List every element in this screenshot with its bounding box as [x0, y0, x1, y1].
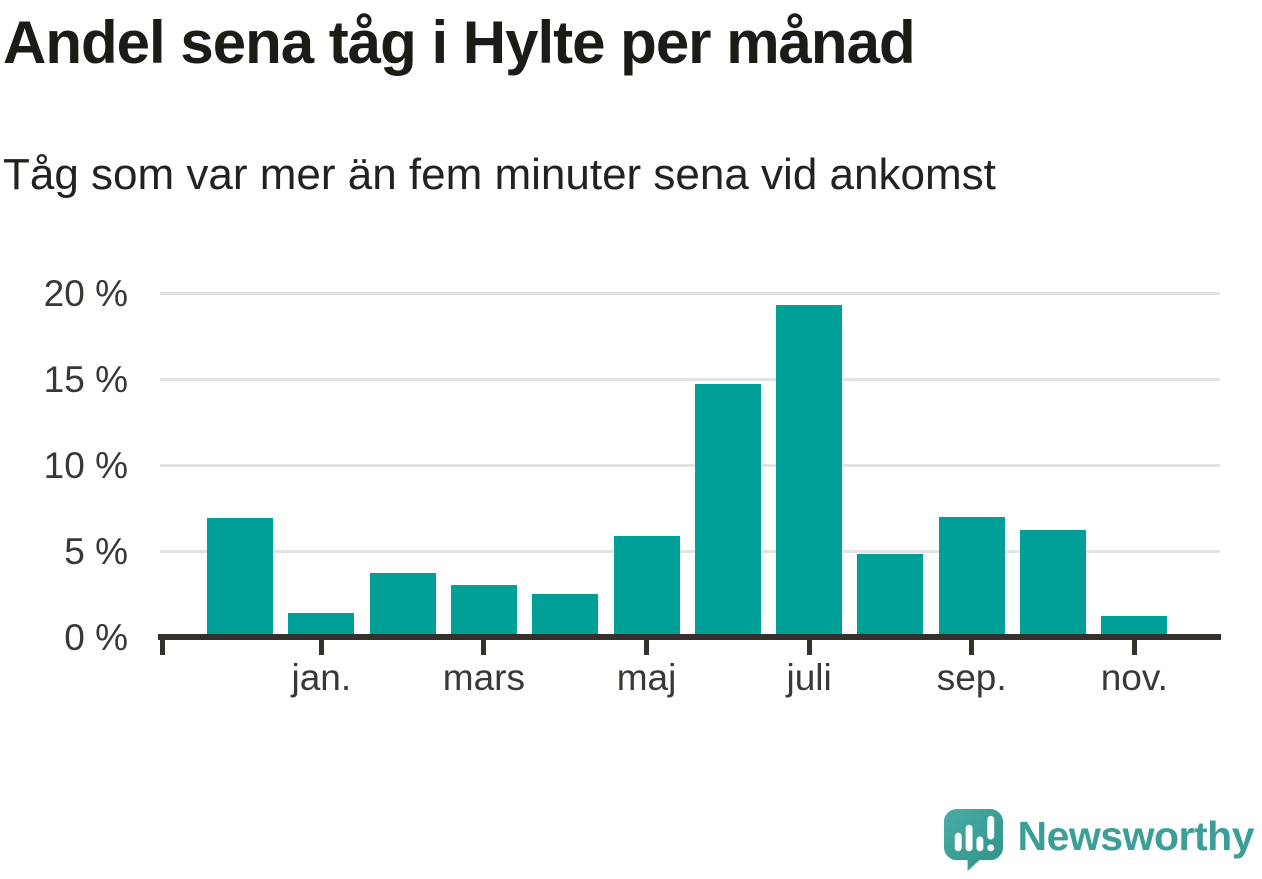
bar-jan.: [288, 612, 355, 637]
bar-juni: [694, 384, 761, 637]
x-axis-tick: [481, 640, 487, 655]
y-axis-label: 20 %: [43, 273, 128, 314]
x-axis-label: maj: [616, 657, 677, 698]
newsworthy-wordmark: Newsworthy: [1017, 812, 1255, 859]
bar-nov.: [1101, 616, 1168, 637]
logo-bar-1: [954, 832, 962, 852]
y-axis-label: 0 %: [64, 617, 128, 658]
bar-aug.: [857, 554, 924, 637]
axis-start-tick: [160, 640, 165, 655]
x-axis-label: nov.: [1100, 657, 1168, 698]
x-axis-tick: [806, 640, 812, 655]
bar-feb.: [369, 573, 436, 637]
x-axis-label: juli: [786, 657, 832, 698]
logo-exclamation-bar: [986, 815, 994, 840]
bar-okt.: [1020, 530, 1086, 637]
bar-mars: [450, 585, 517, 637]
bar-dec.: [207, 518, 273, 637]
gridline: [160, 463, 1220, 467]
x-axis-line: [158, 634, 1221, 640]
gridline: [160, 291, 1220, 295]
x-axis-label: jan.: [291, 657, 352, 698]
x-axis-tick: [644, 640, 649, 655]
plot-area: jan. mars maj juli sep. nov.: [158, 270, 1221, 698]
bar-apr.: [532, 594, 599, 637]
bar-sep.: [938, 516, 1005, 637]
y-axis-label: 15 %: [43, 359, 128, 400]
bar-maj: [613, 535, 680, 637]
x-axis-tick: [318, 640, 324, 655]
logo-bar-2: [965, 824, 973, 852]
gridline: [160, 377, 1220, 381]
x-axis-tick: [1131, 640, 1137, 655]
bar-juli: [776, 305, 843, 637]
y-axis-label: 5 %: [64, 531, 128, 572]
x-axis-label: sep.: [936, 657, 1007, 698]
logo-bar-3: [975, 836, 983, 852]
x-axis-tick: [969, 640, 975, 655]
x-axis-label: mars: [442, 657, 525, 698]
newsworthy-logo-icon: [943, 808, 1003, 871]
chart-subtitle: Tåg som var mer än fem minuter sena vid …: [3, 150, 996, 199]
gridline: [160, 549, 1220, 553]
y-axis-label: 10 %: [43, 445, 128, 486]
logo-exclamation-dot: [986, 844, 994, 852]
newsworthy-logo: Newsworthy: [942, 807, 1255, 871]
chart-title: Andel sena tåg i Hylte per månad: [3, 9, 916, 76]
